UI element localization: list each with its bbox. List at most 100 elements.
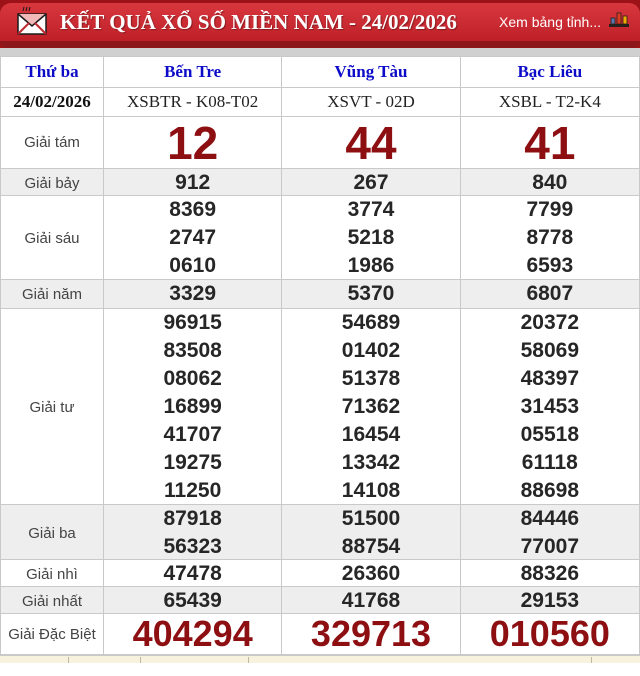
province-link-bac-lieu[interactable]: Bạc Liêu (517, 62, 583, 81)
prize-number: 84446 (520, 507, 580, 530)
divider (248, 657, 249, 663)
prize-number: 5218 (347, 226, 395, 249)
prize-cell: 6807 (461, 280, 639, 308)
prize-number: 41707 (163, 423, 222, 446)
prize-cell: 88326 (461, 560, 639, 588)
prize-row-giai-dac-biet: Giải Đặc Biệt 404294 329713 010560 (1, 614, 639, 655)
divider (140, 657, 141, 663)
prize-cell: 20372 58069 48397 31453 05518 61118 8869… (461, 309, 639, 505)
prize-row-giai-ba: Giải ba 87918 56323 51500 88754 84446 77… (1, 505, 639, 561)
prize-label-cell: Giải nhì (1, 560, 104, 588)
prize-number: 5370 (347, 282, 395, 305)
prize-number: 912 (175, 171, 211, 194)
prize-cell: 5370 (282, 280, 461, 308)
bar-chart-icon[interactable] (608, 11, 630, 33)
prize-number: 56323 (163, 535, 222, 558)
prize-number: 20372 (520, 311, 580, 334)
prize-row-giai-tu: Giải tư 96915 83508 08062 16899 41707 19… (1, 309, 639, 505)
table-header-row: Thứ ba Bến Tre Vũng Tàu Bạc Liêu (1, 57, 639, 88)
prize-number: 41768 (341, 589, 401, 612)
prize-label-cell: Giải bảy (1, 169, 104, 197)
prize-number: 61118 (521, 451, 578, 474)
draw-date: 24/02/2026 (13, 92, 91, 111)
prize-label-cell: Giải nhất (1, 587, 104, 615)
province-header-cell: Vũng Tàu (282, 57, 461, 87)
prize-number: 7799 (526, 198, 574, 221)
prize-number: 65439 (163, 589, 222, 612)
prize-number: 88754 (341, 535, 401, 558)
page-header: KẾT QUẢ XỔ SỐ MIỀN NAM - 24/02/2026 Xem … (0, 0, 640, 48)
prize-label: Giải Đặc Biệt (8, 625, 96, 643)
prize-number: 54689 (341, 311, 401, 334)
next-table-top-edge (0, 655, 640, 663)
prize-cell: 96915 83508 08062 16899 41707 19275 1125… (104, 309, 283, 505)
province-link-vung-tau[interactable]: Vũng Tàu (334, 62, 408, 81)
prize-number: 13342 (341, 451, 401, 474)
prize-number: 329713 (310, 613, 432, 654)
day-label: Thứ ba (25, 62, 79, 81)
prize-number: 48397 (520, 367, 580, 390)
day-header-cell: Thứ ba (1, 57, 104, 87)
prize-cell: 44 (282, 117, 461, 168)
prize-label: Giải nhất (21, 592, 83, 610)
prize-cell: 8369 2747 0610 (104, 196, 283, 280)
prize-cell: 54689 01402 51378 71362 16454 13342 1410… (282, 309, 461, 505)
prize-row-giai-nhi: Giải nhì 47478 26360 88326 (1, 560, 639, 588)
divider (68, 657, 69, 663)
prize-number: 19275 (163, 451, 222, 474)
province-link-ben-tre[interactable]: Bến Tre (164, 62, 222, 81)
prize-number: 71362 (341, 395, 401, 418)
prize-cell: 329713 (282, 613, 461, 654)
prize-cell: 912 (104, 169, 283, 197)
prize-number: 840 (532, 171, 568, 194)
prize-cell: 404294 (104, 613, 283, 654)
prize-cell: 87918 56323 (104, 505, 283, 561)
prize-number: 010560 (489, 613, 610, 654)
prize-label: Giải sáu (24, 229, 80, 247)
header-bar: KẾT QUẢ XỔ SỐ MIỀN NAM - 24/02/2026 Xem … (0, 3, 640, 41)
prize-row-giai-nam: Giải năm 3329 5370 6807 (1, 280, 639, 309)
prize-cell: 47478 (104, 560, 283, 588)
prize-cell: 84446 77007 (461, 505, 639, 561)
prize-cell: 29153 (461, 587, 639, 615)
prize-number: 08062 (163, 367, 222, 390)
prize-label-cell: Giải ba (1, 505, 104, 561)
prize-cell: 41 (461, 117, 639, 168)
prize-number: 404294 (132, 613, 253, 654)
prize-row-giai-sau: Giải sáu 8369 2747 0610 3774 5218 1986 7… (1, 196, 639, 280)
prize-number: 26360 (341, 562, 401, 585)
view-province-table-link[interactable]: Xem bảng tỉnh... (499, 14, 601, 30)
prize-number: 16454 (341, 423, 401, 446)
draw-code-cell: XSBL - T2-K4 (461, 88, 639, 116)
prize-number: 88698 (520, 479, 580, 502)
prize-number: 14108 (341, 479, 401, 502)
prize-number: 267 (353, 171, 389, 194)
prize-number: 58069 (520, 339, 580, 362)
prize-cell: 51500 88754 (282, 505, 461, 561)
prize-number: 88326 (520, 562, 580, 585)
prize-label-cell: Giải năm (1, 280, 104, 308)
prize-number: 29153 (520, 589, 580, 612)
prize-number: 87918 (163, 507, 222, 530)
prize-number: 6593 (526, 254, 574, 277)
prize-cell: 41768 (282, 587, 461, 615)
prize-label: Giải tư (29, 398, 75, 416)
prize-number: 51378 (341, 367, 401, 390)
prize-number: 2747 (169, 226, 217, 249)
prize-number: 8369 (169, 198, 217, 221)
prize-row-giai-tam: Giải tám 12 44 41 (1, 117, 639, 169)
prize-label-cell: Giải tư (1, 309, 104, 505)
prize-label-cell: Giải Đặc Biệt (1, 614, 104, 654)
envelope-icon (16, 6, 48, 38)
prize-number: 11250 (164, 479, 222, 502)
prize-cell: 267 (282, 169, 461, 197)
prize-number: 47478 (163, 562, 222, 585)
draw-code-cell: XSVT - 02D (282, 88, 461, 116)
date-cell: 24/02/2026 (1, 88, 104, 116)
header-base-strip (0, 41, 640, 48)
prize-number: 8778 (526, 226, 574, 249)
prize-number: 01402 (341, 339, 401, 362)
prize-number: 0610 (169, 254, 217, 277)
prize-cell: 840 (461, 169, 639, 197)
prize-number: 41 (524, 116, 576, 169)
